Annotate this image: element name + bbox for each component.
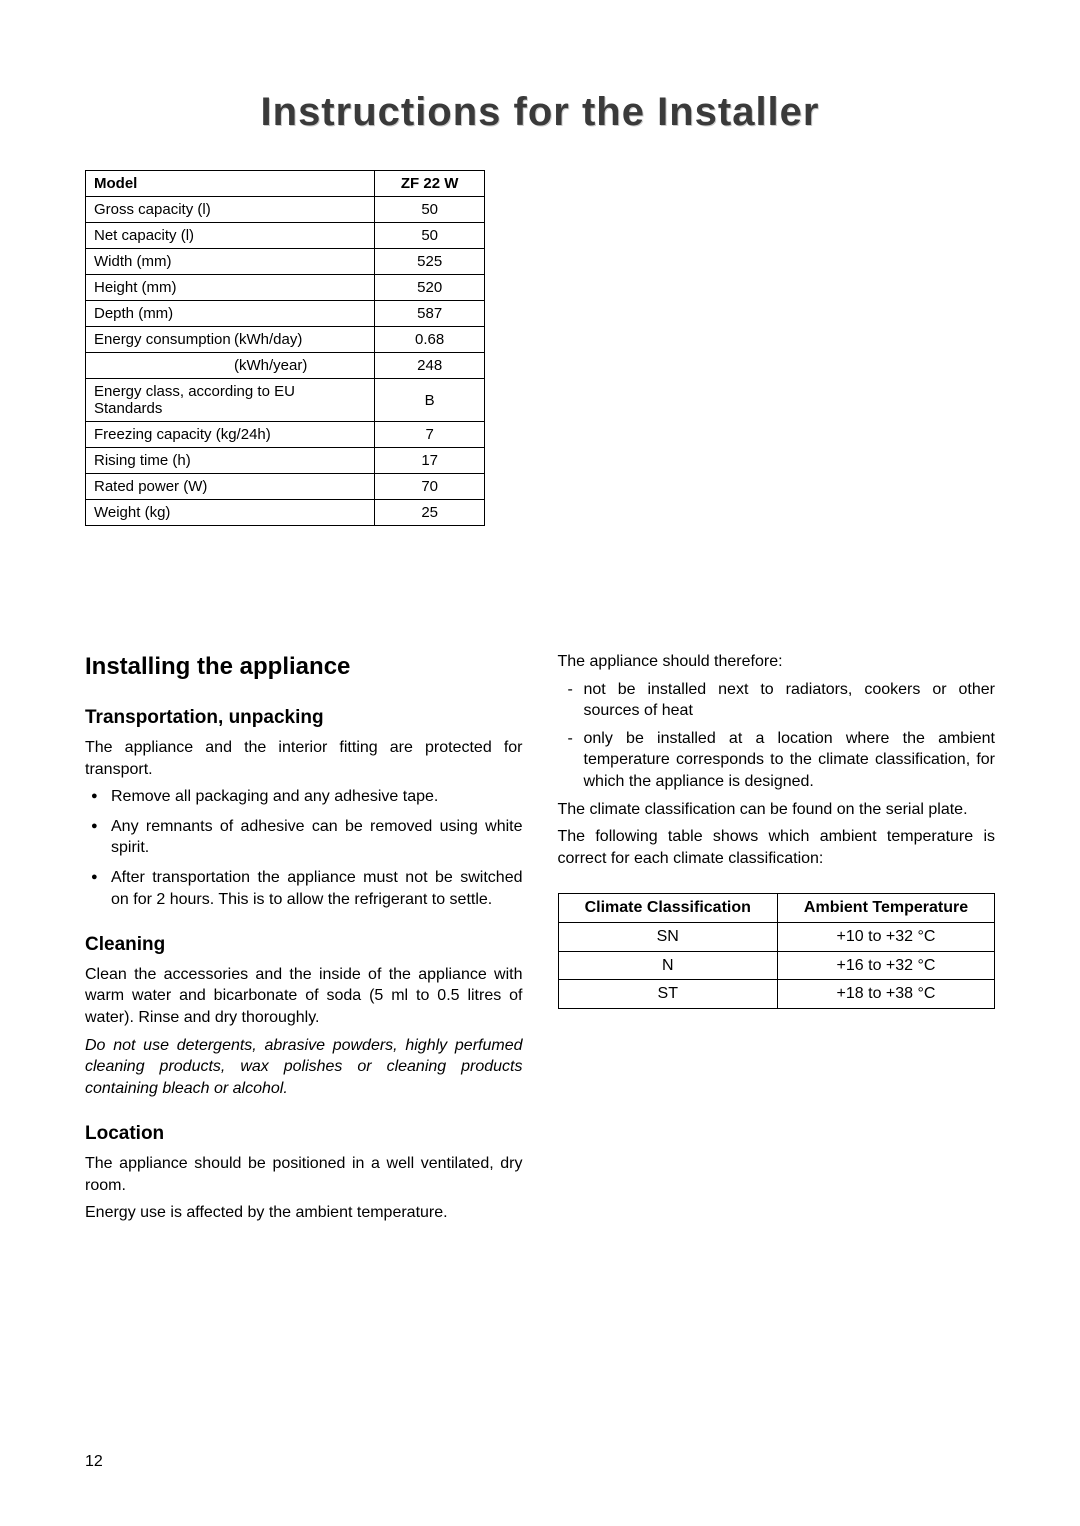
spec-row-value: 587 [375,301,485,327]
spec-row-label: Height (mm) [86,275,375,301]
transport-text: The appliance and the interior fitting a… [85,737,523,780]
spec-row-value: 17 [375,448,485,474]
transport-list: Remove all packaging and any adhesive ta… [85,786,523,910]
cleaning-text: Clean the accessories and the inside of … [85,964,523,1029]
climate-header-temp: Ambient Temperature [778,894,995,923]
climate-table: Climate Classification Ambient Temperatu… [558,893,996,1008]
spec-header-label: Model [86,171,375,197]
spec-row-label: Freezing capacity (kg/24h) [86,422,375,448]
spec-row-label: Rising time (h) [86,448,375,474]
cleaning-heading: Cleaning [85,932,523,958]
spec-row-value: 70 [375,474,485,500]
spec-row-value: 525 [375,249,485,275]
content-columns: Installing the appliance Transportation,… [85,651,995,1230]
spec-row-label: Gross capacity (l) [86,197,375,223]
spec-row-value: B [375,379,485,422]
list-item: Any remnants of adhesive can be removed … [91,816,523,859]
page-title: Instructions for the Installer [85,90,995,135]
cleaning-warning: Do not use detergents, abrasive powders,… [85,1035,523,1100]
spec-energy-day-value: 0.68 [375,327,485,353]
climate-table-intro: The following table shows which ambient … [558,826,996,869]
appliance-intro: The appliance should therefore: [558,651,996,673]
right-column: The appliance should therefore: not be i… [558,651,996,1230]
page-number: 12 [85,1453,103,1471]
spec-energy-year-label: (kWh/year) [86,353,375,379]
location-text-1: The appliance should be positioned in a … [85,1153,523,1196]
list-item: not be installed next to radiators, cook… [564,679,996,722]
climate-temp-cell: +10 to +32 °C [778,922,995,951]
spec-row-value: 50 [375,197,485,223]
location-heading: Location [85,1121,523,1147]
climate-class-cell: ST [558,980,778,1009]
spec-header-value: ZF 22 W [375,171,485,197]
spec-row-label: Depth (mm) [86,301,375,327]
climate-class-cell: SN [558,922,778,951]
spec-row-label: Rated power (W) [86,474,375,500]
climate-temp-cell: +18 to +38 °C [778,980,995,1009]
appliance-conditions-list: not be installed next to radiators, cook… [558,679,996,793]
spec-row-value: 25 [375,500,485,526]
list-item: Remove all packaging and any adhesive ta… [91,786,523,808]
spec-energy-day-label: Energy consumption(kWh/day) [86,327,375,353]
location-text-2: Energy use is affected by the ambient te… [85,1202,523,1224]
climate-temp-cell: +16 to +32 °C [778,951,995,980]
specifications-table: Model ZF 22 W Gross capacity (l)50 Net c… [85,170,485,526]
spec-row-label: Energy class, according to EU Standards [86,379,375,422]
climate-header-class: Climate Classification [558,894,778,923]
left-column: Installing the appliance Transportation,… [85,651,523,1230]
installing-heading: Installing the appliance [85,651,523,683]
spec-energy-year-value: 248 [375,353,485,379]
serial-plate-text: The climate classification can be found … [558,799,996,821]
spec-row-value: 50 [375,223,485,249]
spec-row-label: Net capacity (l) [86,223,375,249]
spec-row-label: Width (mm) [86,249,375,275]
spec-row-value: 7 [375,422,485,448]
spec-row-label: Weight (kg) [86,500,375,526]
list-item: After transportation the appliance must … [91,867,523,910]
list-item: only be installed at a location where th… [564,728,996,793]
climate-class-cell: N [558,951,778,980]
transport-heading: Transportation, unpacking [85,705,523,731]
spec-row-value: 520 [375,275,485,301]
